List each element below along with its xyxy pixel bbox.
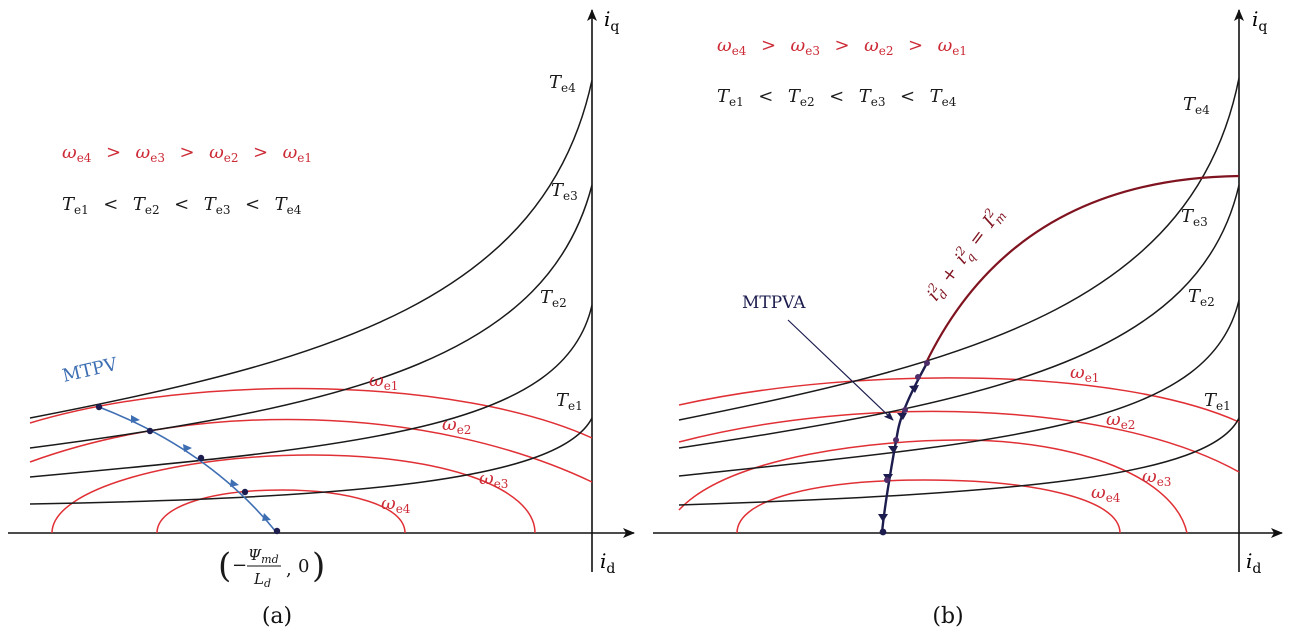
mtpv-arrow-4	[262, 513, 271, 521]
speed-label-e2-a: ωe2	[442, 414, 471, 437]
torque-curve-e4-a	[29, 79, 593, 419]
mtpv-point-1	[95, 403, 103, 411]
torque-label-e2-b: Te2	[1188, 286, 1215, 309]
speed-ellipse-e2-b	[678, 410, 1240, 473]
mtpva-arrow-5	[878, 514, 888, 522]
torque-curve-e1-b	[678, 417, 1240, 506]
torque-curve-e2-b	[678, 299, 1240, 477]
mtpva-point-4	[893, 437, 899, 443]
speed-label-e2-b: ωe2	[1106, 409, 1135, 432]
speed-ellipse-e4-a	[156, 489, 406, 534]
torque-curve-e3-b	[678, 184, 1240, 449]
torque-label-e3-a: Te3	[551, 180, 578, 203]
mtpv-point-origin	[273, 527, 281, 535]
svg-text:,: ,	[286, 559, 292, 580]
speed-ellipse-e1-a	[29, 387, 593, 439]
speed-ellipse-e3-b	[678, 439, 1188, 534]
svg-text:): )	[312, 546, 325, 586]
svg-text:Ld: Ld	[253, 570, 271, 590]
torque-curve-e4-b	[678, 77, 1240, 421]
speed-ellipse-e1-b	[678, 377, 1240, 423]
mtpv-arrows	[131, 415, 271, 521]
mtpva-point-origin	[879, 528, 887, 536]
torque-label-e2-a: Te2	[540, 287, 567, 310]
speed-ellipse-e2-a	[29, 418, 593, 483]
torque-curve-e3-a	[29, 184, 593, 449]
svg-text:0: 0	[298, 556, 309, 577]
mtpv-point-3	[197, 454, 205, 462]
speed-label-e4-b: ωe4	[1091, 482, 1121, 505]
mtpva-pointer	[787, 319, 894, 421]
speed-ellipse-e4-b	[736, 479, 1121, 534]
mtpva-point-5	[884, 477, 890, 483]
x-axis-label-a: id	[600, 549, 615, 577]
current-limit-circle	[924, 174, 1240, 366]
mtpva-arrow-2	[897, 413, 907, 420]
speed-label-e3-a: ωe3	[479, 468, 508, 491]
x-axis-label-b: id	[1246, 549, 1261, 577]
panel-a: id iq	[8, 7, 635, 629]
panel-b: id iq	[653, 7, 1283, 629]
torque-label-e4-a: Te4	[549, 72, 576, 95]
y-axis-label-b: iq	[1252, 7, 1267, 35]
torque-curve-e2-a	[29, 304, 593, 478]
mtpva-point-3	[902, 407, 908, 413]
svg-text:(: (	[218, 546, 231, 586]
mtpva-arrow-3	[888, 446, 898, 454]
svg-text:Ψmd: Ψmd	[248, 546, 279, 566]
caption-b: (b)	[932, 604, 963, 629]
torque-label-e1-b: Te1	[1204, 390, 1231, 413]
point-label-a: ( − Ψmd Ld , 0 )	[218, 546, 325, 590]
torque-label-e4-b: Te4	[1183, 94, 1210, 117]
y-axis-label-a: iq	[604, 7, 619, 35]
torque-curve-e1-a	[29, 417, 593, 505]
speed-label-e1-b: ωe1	[1070, 362, 1099, 385]
mtpv-arrow-3	[230, 479, 239, 487]
torque-order-a: Te1 < Te2 < Te3 < Te4	[62, 194, 302, 218]
speed-label-e1-a: ωe1	[369, 370, 398, 393]
svg-text:−: −	[232, 555, 247, 576]
mtpva-point-1	[924, 360, 930, 366]
mtpva-arrows	[878, 385, 919, 522]
torque-label-e3-b: Te3	[1181, 206, 1208, 229]
mtpva-label: MTPVA	[742, 293, 806, 313]
mtpva-arrow-1	[909, 385, 919, 393]
torque-label-e1-a: Te1	[556, 390, 583, 413]
mtpv-arrow-2	[183, 444, 192, 452]
speed-order-a: ωe4 > ωe3 > ωe2 > ωe1	[62, 142, 312, 166]
mtpv-point-4	[241, 488, 249, 496]
mtpv-arrow-1	[131, 415, 140, 423]
speed-order-b: ωe4 > ωe3 > ωe2 > ωe1	[717, 35, 967, 59]
speed-label-e3-b: ωe3	[1142, 466, 1171, 489]
mtpva-path	[880, 362, 929, 534]
speed-ellipse-e3-a	[51, 454, 536, 534]
mtpva-point-2	[915, 374, 921, 380]
mtpv-point-2	[146, 427, 154, 435]
current-circle-label: i2d + i2q = I2m	[922, 202, 1011, 307]
torque-order-b: Te1 < Te2 < Te3 < Te4	[717, 86, 957, 110]
caption-a: (a)	[262, 604, 292, 629]
mtpv-label: MTPV	[60, 354, 120, 387]
speed-label-e4-a: ωe4	[381, 493, 411, 516]
